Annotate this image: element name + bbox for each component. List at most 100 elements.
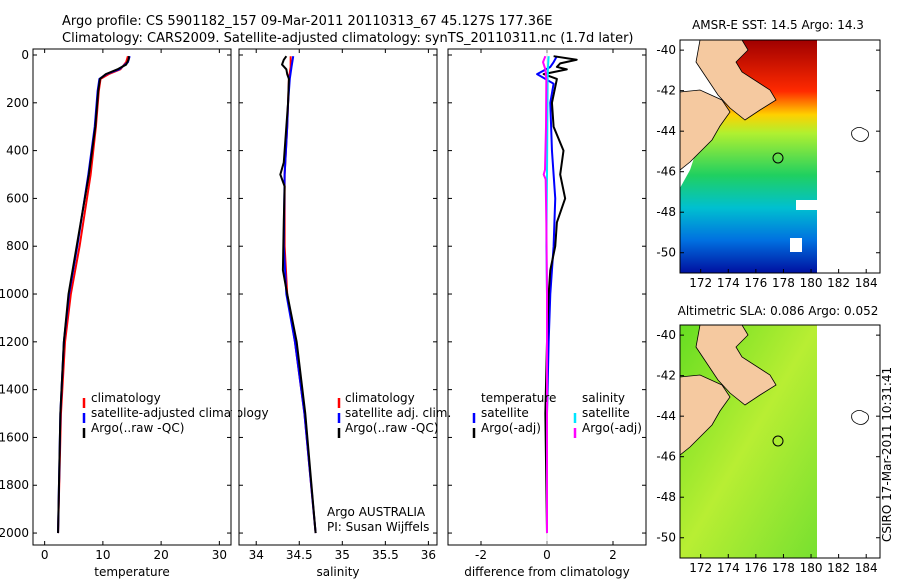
map-ytick-label: -46 bbox=[656, 165, 676, 179]
argo-float-marker-2 bbox=[772, 435, 784, 447]
temperature-panel: 0 10 20 30 0 200 400 600 800 1000 1200 1400 1600 1800… bbox=[0, 48, 269, 579]
chatham-islands-outline bbox=[851, 127, 869, 142]
land-south-island bbox=[679, 89, 731, 171]
xtick-label: 35 bbox=[335, 548, 350, 562]
ytick-label: 1800 bbox=[0, 478, 29, 492]
difference-panel: -2 0 2 difference from climatology tempera… bbox=[447, 48, 647, 579]
temperature-legend: climatology satellite-adjusted climatolo… bbox=[82, 391, 269, 438]
sla-map-title: Altimetric SLA: 0.086 Argo: 0.052 bbox=[678, 304, 879, 318]
argo-float-marker bbox=[772, 152, 784, 164]
difference-lines bbox=[536, 49, 578, 545]
credit-footer: CSIRO 17-Mar-2011 10:31:41 bbox=[880, 367, 894, 542]
xtick-label: 36 bbox=[421, 548, 436, 562]
series-line-black bbox=[279, 55, 317, 534]
legend-salinity-title: salinity bbox=[582, 391, 625, 405]
land-north-island-2 bbox=[695, 324, 777, 406]
ytick-label: 2000 bbox=[0, 526, 29, 540]
map-xtick-label: 172 bbox=[689, 561, 712, 575]
header-line1: Argo profile: CS 5901182_157 09-Mar-2011… bbox=[62, 14, 552, 29]
legend-sal-satellite-diff: satellite bbox=[582, 406, 630, 420]
difference-legend: temperature satellite Argo(-adj) salinit… bbox=[472, 391, 642, 438]
temperature-lines bbox=[57, 55, 131, 534]
ytick-label: 200 bbox=[6, 96, 29, 110]
ytick-label: 1000 bbox=[0, 287, 29, 301]
map-ytick-label: -40 bbox=[656, 43, 676, 57]
legend-sal-argo: Argo(..raw -QC) bbox=[345, 421, 438, 435]
sla-map-frame bbox=[679, 324, 881, 559]
sla-map-ticks: 172 174 176 178 180 182 184 -40 -42 -44 -46 -48 -50 bbox=[656, 328, 880, 575]
legend-sal-satellite: satellite adj. clim. bbox=[345, 406, 451, 420]
land-north-island bbox=[695, 39, 777, 121]
legend-sal-argo-diff: Argo(-adj) bbox=[582, 421, 642, 435]
difference-ticks: -2 0 2 bbox=[448, 49, 646, 562]
land-south-island-2 bbox=[679, 374, 731, 456]
difference-xlabel: difference from climatology bbox=[464, 565, 630, 579]
map-xtick-label: 174 bbox=[717, 276, 740, 290]
map-ytick-label: -42 bbox=[656, 84, 676, 98]
legend-temp-argo: Argo(-adj) bbox=[481, 421, 541, 435]
xtick-label: -2 bbox=[475, 548, 487, 562]
ytick-label: 800 bbox=[6, 239, 29, 253]
temperature-xlabel: temperature bbox=[94, 565, 169, 579]
map-ytick-label: -50 bbox=[656, 246, 676, 260]
map-xtick-label: 180 bbox=[800, 561, 823, 575]
sst-map-frame bbox=[679, 39, 881, 274]
header-line2: Climatology: CARS2009. Satellite-adjuste… bbox=[62, 31, 634, 46]
map-ytick-label: -48 bbox=[656, 205, 676, 219]
ytick-label: 400 bbox=[6, 144, 29, 158]
salinity-xlabel: salinity bbox=[316, 565, 359, 579]
map-xtick-label: 178 bbox=[772, 561, 795, 575]
map-xtick-label: 182 bbox=[827, 276, 850, 290]
map-xtick-label: 176 bbox=[744, 276, 767, 290]
series-line-red bbox=[283, 56, 317, 534]
ytick-label: 1600 bbox=[0, 430, 29, 444]
series-line-black bbox=[57, 56, 131, 534]
map-xtick-label: 182 bbox=[827, 561, 850, 575]
xtick-label: 34.5 bbox=[286, 548, 313, 562]
legend-temp-satellite: satellite bbox=[481, 406, 529, 420]
sst-map-title: AMSR-E SST: 14.5 Argo: 14.3 bbox=[692, 18, 864, 32]
legend-argo: Argo(..raw -QC) bbox=[91, 421, 184, 435]
map-ytick-label: -48 bbox=[656, 490, 676, 504]
map-ytick-label: -50 bbox=[656, 531, 676, 545]
annotation-pi: PI: Susan Wijffels bbox=[327, 520, 429, 534]
legend-temperature-title: temperature bbox=[481, 391, 556, 405]
xtick-label: 20 bbox=[153, 548, 168, 562]
series-line-magenta bbox=[542, 55, 548, 534]
legend-climatology: climatology bbox=[91, 391, 161, 405]
xtick-label: 10 bbox=[95, 548, 110, 562]
xtick-label: 34 bbox=[249, 548, 264, 562]
legend-sal-climatology: climatology bbox=[345, 391, 415, 405]
xtick-label: 0 bbox=[41, 548, 49, 562]
ytick-label: 1200 bbox=[0, 335, 29, 349]
map-ytick-label: -40 bbox=[656, 328, 676, 342]
sla-map-panel: Altimetric SLA: 0.086 Argo: 0.052 172 174… bbox=[656, 304, 881, 575]
salinity-lines bbox=[279, 55, 317, 534]
sst-map-panel: AMSR-E SST: 14.5 Argo: 14.3 172 174 176 178… bbox=[656, 18, 881, 290]
chatham-islands-outline-2 bbox=[851, 410, 869, 425]
annotation-argo-australia: Argo AUSTRALIA bbox=[327, 505, 426, 519]
ytick-label: 600 bbox=[6, 191, 29, 205]
series-line-blue bbox=[282, 56, 317, 534]
map-ytick-label: -46 bbox=[656, 450, 676, 464]
map-xtick-label: 174 bbox=[717, 561, 740, 575]
salinity-ticks: 34 34.5 35 35.5 36 bbox=[239, 49, 437, 562]
ytick-label: 1400 bbox=[0, 383, 29, 397]
salinity-panel: 34 34.5 35 35.5 36 salinity climatology sate… bbox=[238, 48, 451, 579]
salinity-legend: climatology satellite adj. clim. Argo(..… bbox=[337, 391, 451, 438]
salinity-axes bbox=[238, 48, 438, 546]
xtick-label: 0 bbox=[543, 548, 551, 562]
map-xtick-label: 184 bbox=[855, 561, 878, 575]
map-xtick-label: 172 bbox=[689, 276, 712, 290]
ytick-label: 0 bbox=[21, 48, 29, 62]
map-xtick-label: 180 bbox=[800, 276, 823, 290]
xtick-label: 35.5 bbox=[372, 548, 399, 562]
temperature-ticks: 0 10 20 30 0 200 400 600 800 1000 1200 1400 1600 1800… bbox=[0, 48, 231, 562]
map-xtick-label: 178 bbox=[772, 276, 795, 290]
map-ytick-label: -44 bbox=[656, 409, 676, 423]
sst-map-ticks: 172 174 176 178 180 182 184 -40 -42 -44 -46 -48 -50 bbox=[656, 43, 880, 290]
map-ytick-label: -42 bbox=[656, 369, 676, 383]
temperature-axes bbox=[32, 48, 232, 546]
map-ytick-label: -44 bbox=[656, 124, 676, 138]
